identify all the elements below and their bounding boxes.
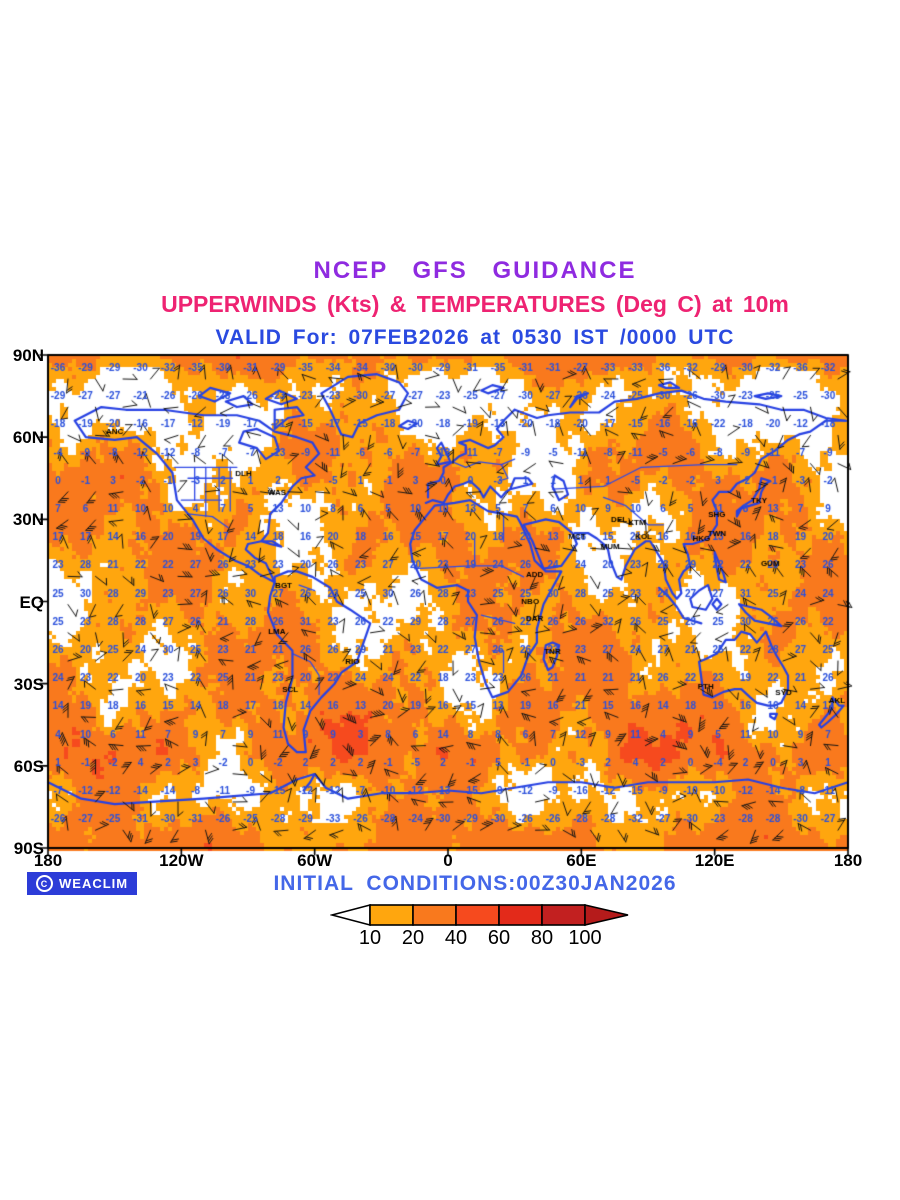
colorbar-segment — [455, 904, 500, 926]
y-axis-label: EQ — [19, 592, 44, 612]
y-axis-label: 60N — [12, 428, 44, 448]
x-axis-label: 0 — [443, 851, 453, 870]
y-axis-label: 60S — [13, 756, 44, 776]
weaclim-badge-label: WEACLIM — [59, 876, 129, 891]
colorbar-segment — [498, 904, 543, 926]
colorbar-segment — [541, 904, 586, 926]
colorbar-tick-label: 10 — [358, 927, 382, 949]
colorbar-segment — [412, 904, 457, 926]
weaclim-badge: C WEACLIM — [27, 872, 138, 895]
colorbar-tick-label: 60 — [487, 927, 511, 949]
y-axis-label: 30N — [12, 510, 44, 530]
colorbar-tick-label: 80 — [530, 927, 554, 949]
colorbar — [328, 903, 630, 932]
y-axis-label: 90N — [12, 346, 44, 365]
colorbar-svg — [328, 903, 629, 927]
valid-time-line: VALID For: 07FEB2026 at 0530 IST /0000 U… — [215, 326, 735, 349]
initial-conditions-line: INITIAL CONDITIONS:00Z30JAN2026 — [273, 872, 677, 895]
world-map-canvas — [38, 345, 858, 858]
colorbar-tick-label: 20 — [401, 927, 425, 949]
colorbar-tick-label: 40 — [444, 927, 468, 949]
x-axis-label: 120E — [694, 851, 735, 870]
x-axis-label: 180 — [833, 851, 863, 870]
x-axis-label: 60E — [566, 851, 597, 870]
copyright-icon: C — [36, 875, 53, 892]
x-axis-label: 180 — [33, 851, 63, 870]
colorbar-right-arrow — [584, 903, 629, 927]
colorbar-tick-label: 100 — [568, 927, 602, 949]
y-axis-label: 30S — [13, 674, 44, 694]
chart-subtitle: UPPERWINDS (Kts) & TEMPERATURES (Deg C) … — [161, 291, 789, 317]
x-axis-label: 60W — [297, 851, 333, 870]
chart-title: NCEP GFS GUIDANCE — [313, 257, 637, 284]
colorbar-segment — [369, 904, 414, 926]
x-axis-label: 120W — [159, 851, 204, 870]
y-axis-label: 90S — [13, 839, 44, 858]
colorbar-left-arrow — [328, 903, 371, 927]
